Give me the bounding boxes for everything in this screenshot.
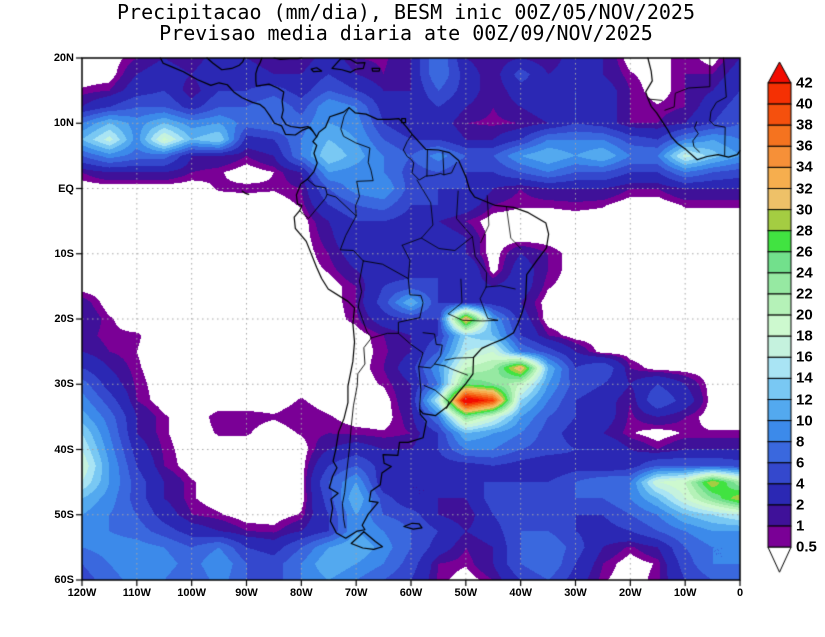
- colorbar-tick-label: 8: [796, 433, 805, 451]
- colorbar-tick-label: 6: [796, 454, 805, 472]
- lat-tick-label: 20S: [54, 313, 74, 325]
- colorbar-tick-label: 18: [796, 327, 813, 345]
- lon-tick-label: 80W: [290, 587, 313, 599]
- colorbar-tick-label: 4: [796, 475, 805, 493]
- lon-tick-label: 30W: [564, 587, 587, 599]
- lon-tick-label: 10W: [673, 587, 697, 599]
- lon-tick-label: 50W: [454, 587, 478, 599]
- lon-tick-label: 0: [736, 587, 744, 599]
- colorbar-tick-label: 10: [796, 412, 813, 430]
- colorbar-tick-label: 16: [796, 348, 813, 366]
- lat-tick-label: EQ: [58, 182, 74, 195]
- colorbar-tick-label: 0.5: [796, 538, 817, 556]
- colorbar-tick-label: 40: [796, 95, 813, 113]
- colorbar-tick-label: 36: [796, 137, 813, 155]
- colorbar-tick-label: 12: [796, 391, 813, 408]
- lat-tick-label: 10N: [53, 117, 74, 130]
- colorbar-tick-label: 22: [796, 285, 813, 303]
- lon-tick-label: 120W: [67, 587, 97, 599]
- colorbar-tick-label: 28: [796, 222, 813, 240]
- lat-tick-label: 50S: [54, 508, 74, 521]
- colorbar-tick-label: 42: [796, 74, 813, 92]
- colorbar-tick-label: 30: [796, 201, 813, 219]
- lon-tick-label: 90W: [235, 587, 258, 599]
- lon-tick-label: 60W: [399, 587, 423, 599]
- colorbar-tick-label: 20: [796, 306, 813, 324]
- colorbar-tick-label: 24: [796, 264, 813, 282]
- colorbar-tick-label: 14: [796, 369, 813, 387]
- lon-tick-label: 20W: [619, 587, 642, 599]
- lon-tick-label: 70W: [344, 587, 368, 599]
- lon-tick-label: 110W: [122, 587, 151, 599]
- lon-tick-label: 100W: [177, 587, 207, 599]
- lat-tick-label: 40S: [54, 443, 74, 456]
- colorbar-tick-label: 26: [796, 243, 813, 261]
- colorbar-tick-label: 34: [796, 158, 813, 176]
- colorbar-tick-label: 1: [796, 517, 805, 535]
- lat-tick-label: 60S: [54, 574, 74, 586]
- lat-tick-label: 10S: [54, 247, 74, 260]
- colorbar-tick-label: 2: [796, 496, 805, 514]
- colorbar-tick-label: 38: [796, 116, 813, 134]
- colorbar-tick-label: 32: [796, 180, 813, 197]
- lat-tick-label: 30S: [54, 378, 74, 391]
- lon-tick-label: 40W: [509, 587, 532, 599]
- lat-tick-label: 20N: [53, 52, 74, 64]
